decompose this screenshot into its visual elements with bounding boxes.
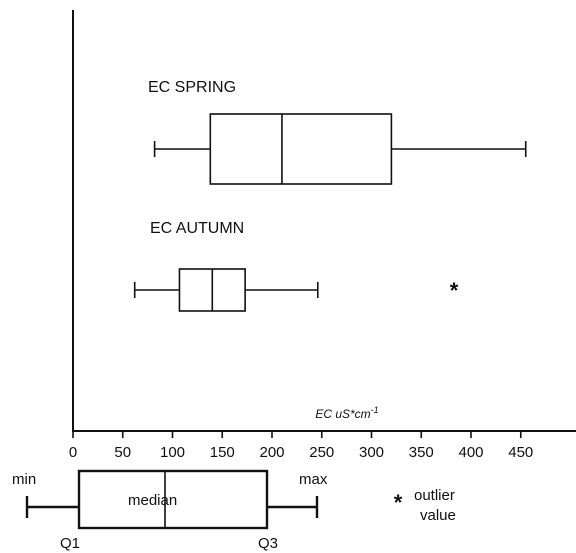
x-tick-label-200: 200 bbox=[259, 444, 284, 461]
x-tick-label-250: 250 bbox=[309, 444, 334, 461]
x-axis-ticks bbox=[72, 431, 522, 438]
x-tick-label-50: 50 bbox=[114, 444, 131, 461]
x-tick-label-400: 400 bbox=[458, 444, 483, 461]
box-autumn: EC AUTUMN * bbox=[133, 220, 459, 312]
x-axis-tick-labels: 0 50 100 150 200 250 300 350 400 450 bbox=[69, 444, 533, 461]
x-axis-label: EC uS*cm-1 bbox=[315, 405, 378, 421]
x-tick-label-150: 150 bbox=[210, 444, 235, 461]
legend-min-label: min bbox=[12, 471, 36, 488]
legend-outlier-label-line1: outlier bbox=[414, 487, 455, 504]
series-label-spring: EC SPRING bbox=[148, 79, 236, 96]
x-tick-label-0: 0 bbox=[69, 444, 77, 461]
x-tick-label-350: 350 bbox=[409, 444, 434, 461]
x-tick-label-450: 450 bbox=[508, 444, 533, 461]
x-axis-label-exponent: -1 bbox=[371, 405, 379, 415]
x-tick-label-300: 300 bbox=[359, 444, 384, 461]
legend-iqr-box bbox=[77, 469, 269, 530]
x-axis-label-text: EC uS*cm bbox=[315, 407, 370, 421]
legend-q3-label: Q3 bbox=[258, 535, 278, 552]
boxplot-legend: min max median Q1 Q3 * outlier value bbox=[12, 469, 456, 552]
legend-median-label: median bbox=[128, 492, 177, 509]
spring-iqr-box bbox=[209, 113, 393, 185]
legend-outlier-label-line2: value bbox=[420, 507, 456, 524]
outlier-point-1-0: * bbox=[450, 278, 459, 303]
box-spring: EC SPRING bbox=[148, 79, 527, 185]
legend-outlier-marker: * bbox=[394, 490, 403, 515]
legend-q1-label: Q1 bbox=[60, 535, 80, 552]
legend-max-label: max bbox=[299, 471, 328, 488]
x-tick-label-100: 100 bbox=[160, 444, 185, 461]
autumn-outliers: * bbox=[450, 278, 459, 303]
series-label-autumn: EC AUTUMN bbox=[150, 220, 244, 237]
